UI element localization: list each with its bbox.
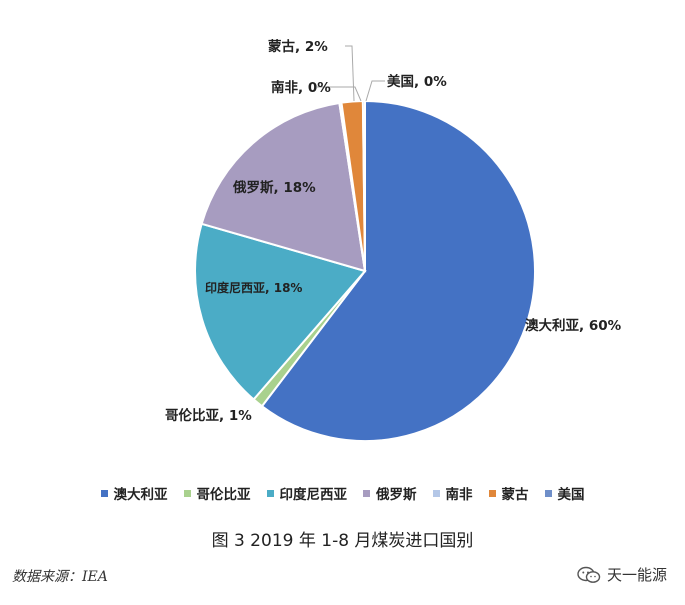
data-label-6: 美国, 0% [387, 73, 447, 90]
legend-label: 美国 [557, 487, 585, 503]
legend-swatch [432, 489, 440, 497]
legend-label: 澳大利亚 [113, 487, 168, 503]
brand-name: 天一能源 [606, 566, 667, 584]
leader-line-5 [345, 45, 355, 102]
data-label-1: 哥伦比亚, 1% [165, 407, 252, 424]
legend-item-0: 澳大利亚 [100, 483, 168, 503]
data-labels: 澳大利亚, 60% 哥伦比亚, 1% 印度尼西亚, 18% 俄罗斯, 18% 南非, 0… [165, 38, 622, 424]
legend-item-6: 美国 [544, 483, 585, 503]
legend-swatch [488, 489, 496, 497]
legend-swatch [363, 489, 370, 497]
legend-swatch [100, 489, 108, 497]
legend-swatch [544, 489, 552, 497]
data-label-5: 蒙古, 2% [268, 38, 328, 55]
wechat-icon [577, 566, 601, 583]
pie-slice-0 [260, 99, 536, 442]
legend-label: 南非 [445, 487, 473, 503]
chart-title: 图 3 2019 年 1-8 月煤炭进口国别 [211, 531, 474, 551]
legend-item-1: 哥伦比亚 [183, 483, 251, 503]
data-label-0: 澳大利亚, 60% [525, 317, 622, 334]
legend-label: 蒙古 [501, 487, 529, 503]
legend-item-5: 蒙古 [488, 483, 529, 503]
data-label-4: 南非, 0% [271, 79, 331, 96]
pie-slice-2 [194, 222, 367, 401]
source-note: 数据来源：IEA [12, 569, 108, 585]
leader-lines [317, 45, 385, 102]
pie-slices [194, 99, 536, 442]
brand-watermark: 天一能源 [577, 564, 667, 585]
pie-slice-6 [361, 99, 366, 272]
legend-label: 俄罗斯 [376, 487, 417, 503]
pie-chart: 澳大利亚, 60% 哥伦比亚, 1% 印度尼西亚, 18% 俄罗斯, 18% 南非, 0… [165, 38, 622, 442]
leader-line-6 [365, 80, 385, 102]
leader-line-4 [317, 86, 362, 102]
pie-slice-3 [200, 101, 367, 273]
legend-label: 印度尼西亚 [279, 487, 348, 503]
data-label-3: 俄罗斯, 18% [232, 179, 316, 196]
legend-swatch [266, 489, 274, 497]
legend-item-2: 印度尼西亚 [266, 483, 348, 503]
legend-item-3: 俄罗斯 [363, 483, 417, 503]
legend-item-4: 南非 [432, 483, 473, 503]
legend-swatch [183, 489, 191, 497]
data-label-2: 印度尼西亚, 18% [205, 280, 302, 295]
legend: 澳大利亚 哥伦比亚 印度尼西亚 俄罗斯 南非 蒙古 美国 [0, 483, 685, 503]
legend-label: 哥伦比亚 [196, 487, 251, 503]
